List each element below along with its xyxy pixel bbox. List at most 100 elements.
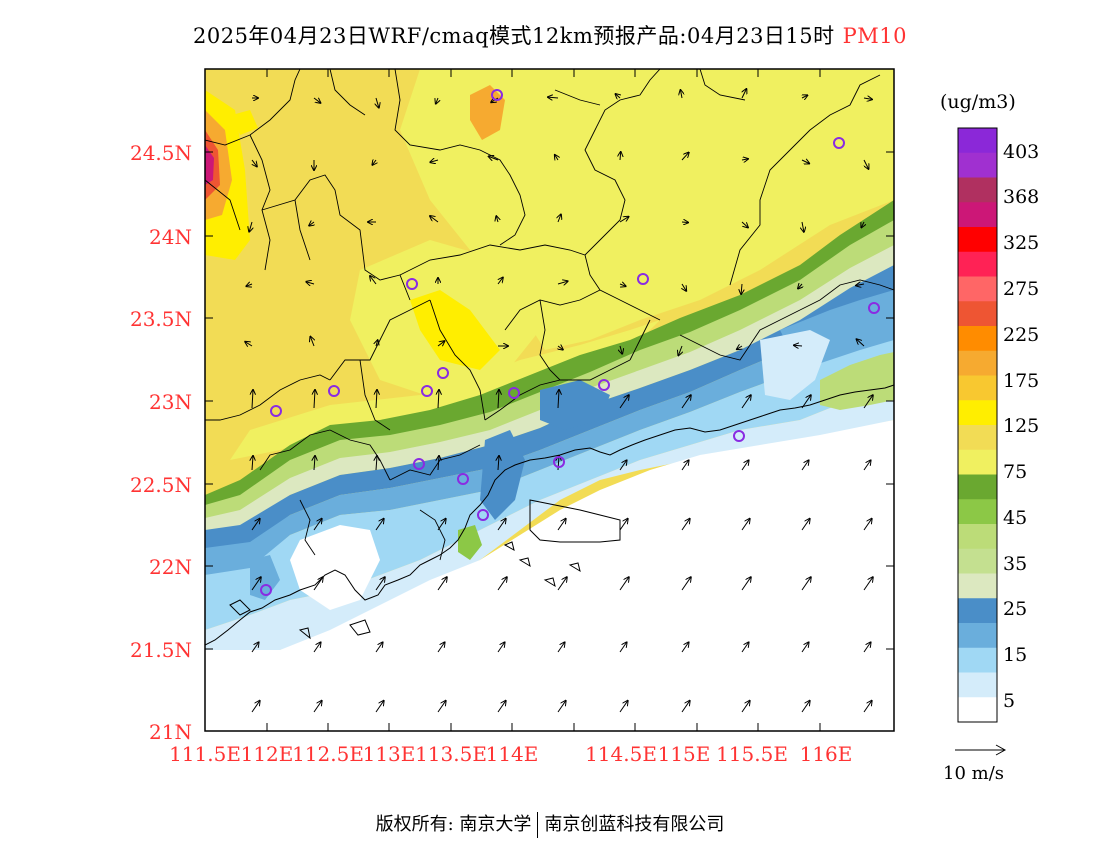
station-markers (260, 89, 880, 596)
title-text: 2025年04月23日WRF/cmaq模式12km预报产品:04月23日15时 (192, 24, 835, 48)
boundary-lines (205, 69, 894, 561)
white-sea (205, 420, 894, 731)
wind-arrow (313, 642, 321, 653)
wind-arrow (437, 341, 444, 346)
wind-arrow (313, 98, 320, 103)
colorbar-swatch (958, 152, 997, 178)
station-marker (260, 584, 272, 596)
lon-label: 113E (362, 742, 416, 766)
wind-arrow (375, 642, 383, 653)
axis-ticks (205, 69, 894, 731)
map-frame (204, 68, 895, 732)
colorbar-swatch (958, 227, 997, 253)
wind-arrow (801, 642, 809, 653)
wind-arrow (313, 577, 323, 591)
wind-arrow (863, 98, 872, 99)
wind-arrow (497, 577, 507, 591)
wind-vectors (245, 89, 873, 713)
orange-hotspot (232, 110, 258, 135)
wind-arrow (313, 519, 322, 531)
red-hotspot (205, 145, 214, 185)
blue-band (205, 265, 894, 550)
wind-arrow (798, 284, 802, 289)
wind-arrow (801, 519, 810, 531)
wind-arrow (548, 97, 559, 98)
wind-arrow (616, 94, 621, 98)
colorbar-swatch (958, 697, 997, 723)
colorbar-label: 25 (1003, 598, 1028, 620)
wind-arrow (555, 155, 558, 160)
wind-arrow (558, 346, 563, 350)
lon-label: 116E (799, 742, 853, 766)
wind-arrow (498, 278, 503, 285)
wind-arrow (741, 577, 751, 591)
colorbar-label: 368 (1003, 186, 1040, 208)
colorbar-label: 225 (1003, 324, 1040, 346)
lat-label: 24N (149, 225, 192, 249)
station-marker (491, 89, 503, 101)
wind-arrow (681, 519, 690, 531)
colorbar-label: 125 (1003, 415, 1040, 437)
wind-arrow (497, 701, 506, 713)
wind-arrow (681, 701, 690, 713)
wind-arrow (251, 701, 260, 713)
station-marker (421, 385, 433, 397)
green-band (205, 200, 894, 510)
colorbar-label: 35 (1003, 553, 1028, 575)
lon-label: 111.5E (169, 742, 241, 766)
colorbar-swatch (958, 251, 997, 277)
lat-label: 22.5N (129, 473, 192, 497)
wind-arrow (802, 221, 804, 232)
pale-blue-band (205, 380, 894, 650)
colorbar-label: 325 (1003, 232, 1040, 254)
wind-arrow (251, 577, 261, 591)
wind-arrow (489, 156, 499, 160)
colorbar-label: 45 (1003, 507, 1028, 529)
wind-arrow (375, 519, 384, 531)
wind-arrow (313, 701, 322, 713)
station-marker (637, 273, 649, 285)
wind-arrow (794, 345, 803, 346)
blue-patch (250, 555, 280, 600)
station-marker (553, 456, 565, 468)
wind-arrow (741, 395, 751, 409)
wind-arrow (863, 159, 869, 169)
colorbar-swatch (958, 177, 997, 203)
lat-label: 22N (149, 555, 192, 579)
white-pocket (290, 525, 380, 610)
wind-arrow (438, 390, 439, 409)
lon-label: 113.5E (415, 742, 487, 766)
copyright-footer: 版权所有: 南京大学 南京创蓝科技有限公司 (0, 810, 1100, 838)
wind-arrow (741, 701, 750, 713)
colorbar-swatch (958, 573, 997, 599)
wind-arrow (682, 283, 686, 291)
colorbar-label: 5 (1003, 690, 1016, 712)
lat-label: 23.5N (129, 307, 192, 331)
lon-label: 115E (657, 742, 711, 766)
wind-arrow (741, 460, 749, 471)
wind-arrow (619, 701, 628, 713)
wind-arrow (438, 456, 439, 471)
wind-arrow (863, 701, 872, 713)
footer-divider (537, 812, 539, 838)
wind-arrow (681, 395, 691, 409)
station-marker (457, 473, 469, 485)
wind-arrow (375, 577, 385, 591)
colorbar-swatch (958, 548, 997, 574)
blue-hk-patch (480, 430, 525, 520)
colorbar-label: 275 (1003, 278, 1040, 300)
concentration-field (205, 69, 894, 731)
wind-arrow (437, 519, 446, 531)
lighter-yellow-east (400, 69, 894, 350)
wind-arrow (557, 642, 565, 653)
wind-arrow (801, 460, 809, 471)
wind-arrow (863, 519, 872, 531)
colorbar-swatch (958, 276, 997, 302)
colorbar (958, 128, 997, 723)
station-marker (833, 137, 845, 149)
wind-arrow (737, 346, 742, 349)
lon-label: 112.5E (292, 742, 364, 766)
colorbar-swatch (958, 400, 997, 426)
wind-arrow (245, 342, 253, 346)
wind-arrow (557, 701, 566, 713)
